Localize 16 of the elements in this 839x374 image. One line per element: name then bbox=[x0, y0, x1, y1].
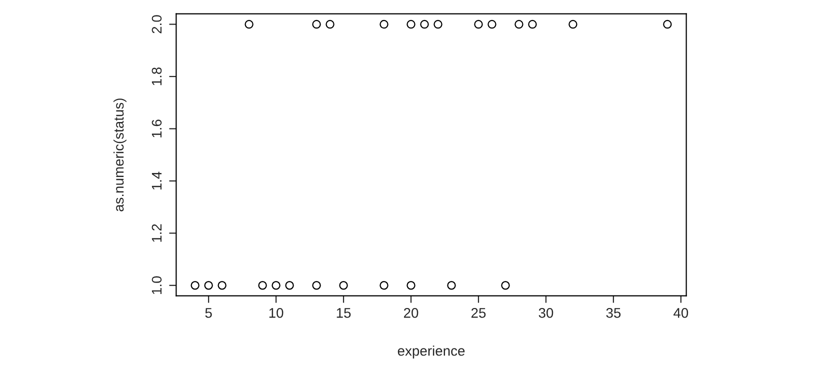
y-tick-label: 1.8 bbox=[152, 67, 162, 86]
y-tick-label: 1.4 bbox=[152, 172, 162, 190]
x-tick-label: 10 bbox=[269, 308, 284, 318]
x-tick-label: 5 bbox=[205, 308, 212, 318]
x-tick-label: 25 bbox=[471, 308, 486, 318]
y-axis-title: as.numeric(status) bbox=[113, 98, 126, 212]
y-tick-label: 1.0 bbox=[152, 276, 162, 294]
y-tick-label: 1.6 bbox=[152, 120, 162, 138]
x-tick-label: 20 bbox=[404, 308, 418, 318]
y-tick-label: 2.0 bbox=[152, 15, 162, 34]
x-tick-label: 40 bbox=[674, 308, 688, 318]
y-tick-label: 1.2 bbox=[152, 224, 162, 242]
x-tick-label: 35 bbox=[606, 308, 621, 318]
x-tick-label: 30 bbox=[538, 308, 554, 318]
x-tick-label: 15 bbox=[336, 308, 351, 318]
x-axis-title: experience bbox=[398, 346, 465, 359]
